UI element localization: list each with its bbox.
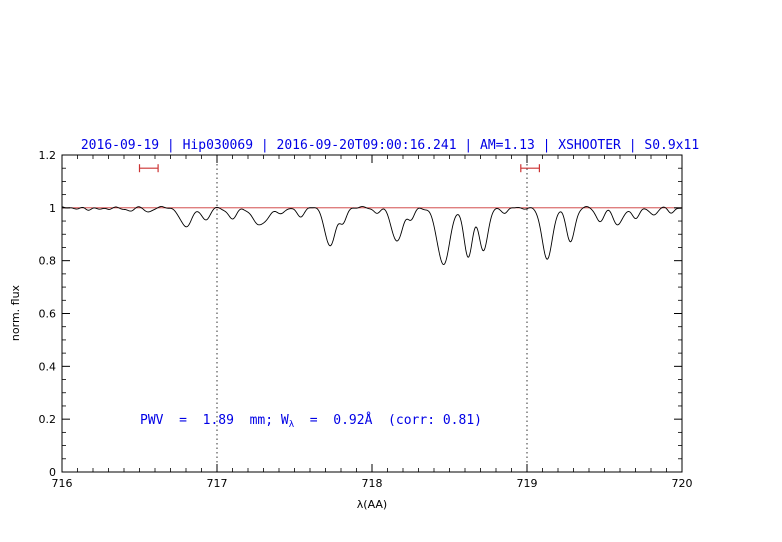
y-tick-label: 0.6	[39, 308, 57, 321]
axis-tick-labels: 716 717 718 719 720 0 0.2 0.4 0.6 0.8 1 1.2	[39, 149, 693, 490]
annotation-text-lead: PWV = 1.89 mm; W	[140, 413, 289, 428]
y-tick-label: 0.8	[39, 255, 57, 268]
x-axis-label: λ(AA)	[357, 498, 387, 511]
annotation-lambda-subscript: λ	[289, 420, 295, 430]
x-tick-label: 716	[52, 477, 73, 490]
plot-graphics	[61, 155, 683, 472]
y-tick-label: 0	[49, 466, 56, 479]
x-tick-label: 718	[362, 477, 383, 490]
y-axis-label: norm. flux	[9, 284, 22, 341]
spectrum-line	[61, 206, 683, 266]
y-tick-label: 1	[49, 202, 56, 215]
range-marker	[138, 164, 159, 173]
annotation-text-trail: = 0.92Å (corr: 0.81)	[294, 412, 482, 428]
x-tick-label: 720	[672, 477, 693, 490]
x-tick-label: 719	[517, 477, 538, 490]
y-tick-label: 0.2	[39, 413, 57, 426]
y-tick-label: 1.2	[39, 149, 57, 162]
y-tick-label: 0.4	[39, 360, 57, 373]
x-tick-label: 717	[207, 477, 228, 490]
axis-ticks	[61, 154, 683, 473]
range-marker	[520, 164, 541, 173]
plot-title: 2016-09-19 | Hip030069 | 2016-09-20T09:0…	[81, 138, 699, 153]
pwv-annotation: PWV = 1.89 mm; Wλ = 0.92Å (corr: 0.81)	[140, 412, 482, 430]
